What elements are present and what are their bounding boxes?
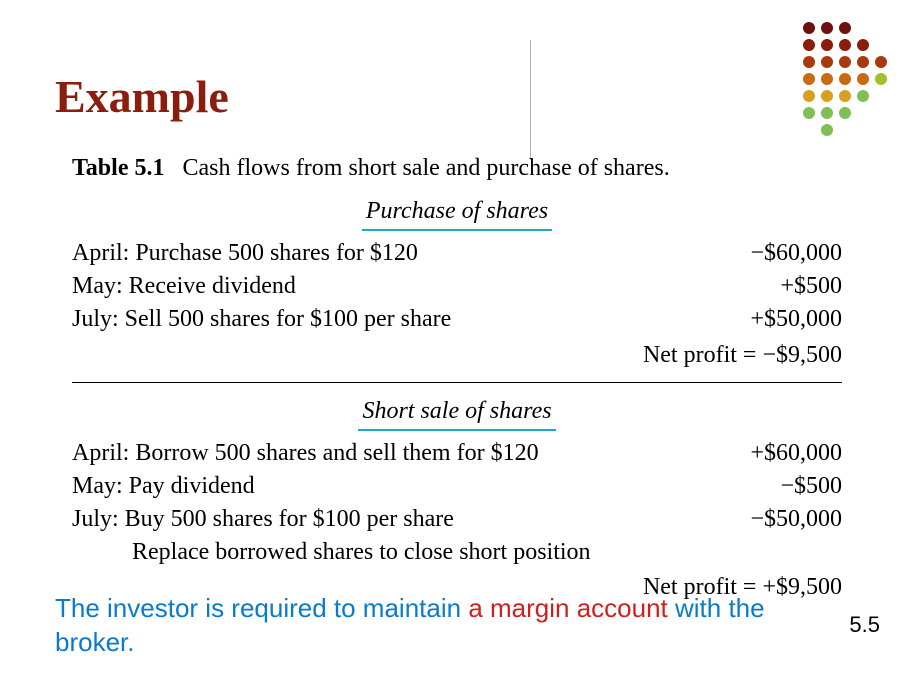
section-short-sale-rows: April: Borrow 500 shares and sell them f… [72, 437, 842, 569]
row-description: April: Borrow 500 shares and sell them f… [72, 437, 702, 470]
dot-icon [839, 22, 851, 34]
table-row: April: Borrow 500 shares and sell them f… [72, 437, 842, 470]
section-heading-purchase: Purchase of shares [362, 195, 552, 231]
row-description: April: Purchase 500 shares for $120 [72, 237, 702, 270]
dot-icon [803, 107, 815, 119]
dot-icon [803, 73, 815, 85]
section-divider [72, 382, 842, 383]
section-purchase-rows: April: Purchase 500 shares for $120−$60,… [72, 237, 842, 336]
dot-icon [839, 73, 851, 85]
dot-icon [821, 107, 833, 119]
row-description: July: Sell 500 shares for $100 per share [72, 303, 702, 336]
dot-icon [857, 90, 869, 102]
table-row: May: Receive dividend+$500 [72, 270, 842, 303]
row-description: May: Receive dividend [72, 270, 702, 303]
dot-icon [821, 73, 833, 85]
dot-icon [803, 56, 815, 68]
table-row: May: Pay dividend−$500 [72, 470, 842, 503]
dot-icon [821, 22, 833, 34]
dot-row [800, 39, 890, 56]
row-amount: −$50,000 [702, 503, 842, 536]
row-amount [702, 536, 842, 569]
dot-icon [821, 90, 833, 102]
dot-icon [803, 90, 815, 102]
slide: Example Table 5.1 Cash flows from short … [0, 0, 920, 690]
table-caption-text: Cash flows from short sale and purchase … [182, 155, 669, 181]
row-amount: +$500 [702, 270, 842, 303]
section-heading-short-sale: Short sale of shares [358, 395, 555, 431]
net-value: −$9,500 [762, 339, 842, 372]
table-caption: Table 5.1 Cash flows from short sale and… [72, 152, 842, 185]
note-text-blue-1: The investor is required to maintain [55, 593, 468, 623]
dot-icon [821, 39, 833, 51]
table-row: July: Sell 500 shares for $100 per share… [72, 303, 842, 336]
net-label: Net profit = [643, 339, 757, 372]
dot-icon [875, 73, 887, 85]
page-number: 5.5 [849, 612, 880, 638]
dot-row [800, 90, 890, 107]
row-description: July: Buy 500 shares for $100 per share [72, 503, 702, 536]
table-number: Table 5.1 [72, 155, 164, 181]
row-description: Replace borrowed shares to close short p… [72, 536, 702, 569]
row-amount: +$50,000 [702, 303, 842, 336]
dot-icon [857, 56, 869, 68]
dot-row [800, 73, 890, 90]
dot-icon [857, 73, 869, 85]
dot-row [800, 56, 890, 73]
row-amount: −$500 [702, 470, 842, 503]
table-row: July: Buy 500 shares for $100 per share−… [72, 503, 842, 536]
row-amount: −$60,000 [702, 237, 842, 270]
dot-icon [803, 22, 815, 34]
dot-icon [839, 56, 851, 68]
dot-icon [839, 107, 851, 119]
dot-icon [839, 90, 851, 102]
dot-icon [875, 56, 887, 68]
dot-row [800, 22, 890, 39]
net-profit-purchase: Net profit = −$9,500 [72, 339, 842, 372]
table-content: Table 5.1 Cash flows from short sale and… [72, 152, 842, 604]
row-amount: +$60,000 [702, 437, 842, 470]
table-row: Replace borrowed shares to close short p… [72, 536, 842, 569]
vertical-divider [530, 40, 531, 160]
dot-icon [803, 39, 815, 51]
table-row: April: Purchase 500 shares for $120−$60,… [72, 237, 842, 270]
dot-icon [821, 124, 833, 136]
dot-row [800, 124, 890, 141]
dot-icon [857, 39, 869, 51]
row-description: May: Pay dividend [72, 470, 702, 503]
dot-icon [839, 39, 851, 51]
dot-icon [821, 56, 833, 68]
note-text-red: a margin account [468, 593, 667, 623]
dot-row [800, 107, 890, 124]
slide-title: Example [55, 70, 229, 123]
decorative-dot-grid [800, 22, 890, 141]
footer-note: The investor is required to maintain a m… [55, 592, 775, 660]
